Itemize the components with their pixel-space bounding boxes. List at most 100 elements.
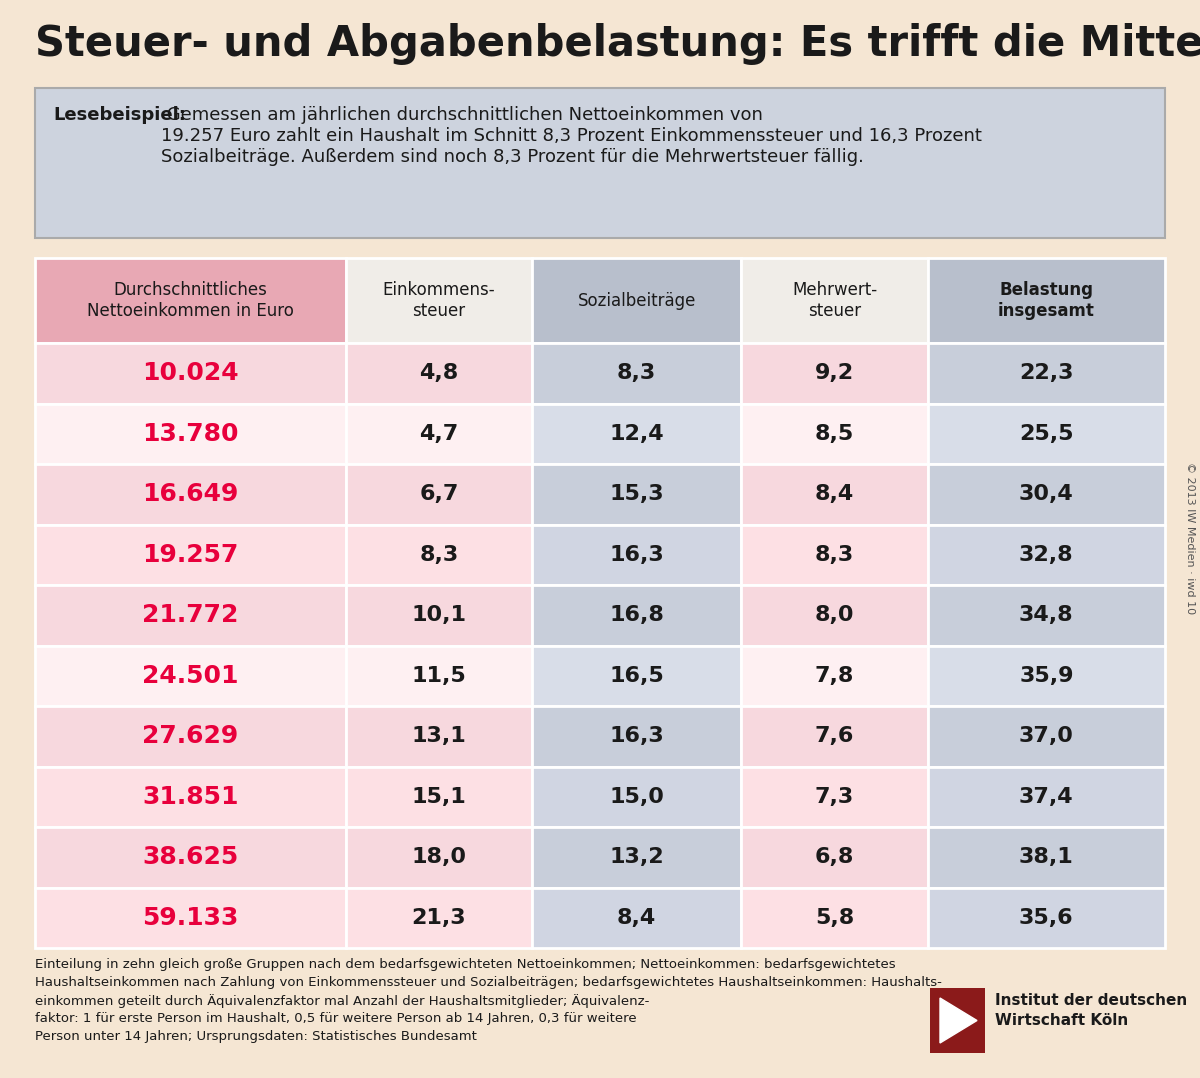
Text: Lesebeispiel:: Lesebeispiel: bbox=[53, 106, 186, 124]
Bar bbox=[742, 403, 928, 464]
Text: 59.133: 59.133 bbox=[142, 906, 239, 929]
Text: 25,5: 25,5 bbox=[1019, 424, 1074, 444]
Bar bbox=[35, 525, 346, 585]
Text: 8,0: 8,0 bbox=[815, 605, 854, 625]
Bar bbox=[346, 403, 533, 464]
Text: 5,8: 5,8 bbox=[815, 908, 854, 928]
Text: 24.501: 24.501 bbox=[142, 664, 239, 688]
Bar bbox=[930, 989, 985, 1053]
Bar bbox=[346, 766, 533, 827]
Text: 21.772: 21.772 bbox=[142, 604, 239, 627]
Bar bbox=[928, 827, 1165, 887]
Text: 13,2: 13,2 bbox=[610, 847, 664, 867]
Text: 19.257: 19.257 bbox=[142, 542, 239, 567]
Bar bbox=[35, 766, 346, 827]
Text: © 2013 IW Medien · iwd 10: © 2013 IW Medien · iwd 10 bbox=[1186, 462, 1195, 614]
Text: 16,5: 16,5 bbox=[610, 666, 664, 686]
Text: 15,3: 15,3 bbox=[610, 484, 664, 505]
Bar bbox=[742, 464, 928, 525]
Bar bbox=[346, 464, 533, 525]
Bar bbox=[928, 706, 1165, 766]
Text: 27.629: 27.629 bbox=[143, 724, 239, 748]
Bar bbox=[346, 706, 533, 766]
Text: 15,1: 15,1 bbox=[412, 787, 467, 806]
Bar bbox=[928, 585, 1165, 646]
Bar bbox=[928, 766, 1165, 827]
Text: 16,3: 16,3 bbox=[610, 544, 664, 565]
Text: 21,3: 21,3 bbox=[412, 908, 467, 928]
Text: 22,3: 22,3 bbox=[1019, 363, 1074, 384]
Text: Gemessen am jährlichen durchschnittlichen Nettoeinkommen von
19.257 Euro zahlt e: Gemessen am jährlichen durchschnittliche… bbox=[161, 106, 982, 166]
Bar bbox=[533, 403, 742, 464]
Text: 10.024: 10.024 bbox=[142, 361, 239, 385]
Bar bbox=[533, 585, 742, 646]
Text: 37,0: 37,0 bbox=[1019, 727, 1074, 746]
Text: 30,4: 30,4 bbox=[1019, 484, 1074, 505]
Text: 35,9: 35,9 bbox=[1019, 666, 1074, 686]
Text: Steuer- und Abgabenbelastung: Es trifft die Mitte: Steuer- und Abgabenbelastung: Es trifft … bbox=[35, 23, 1200, 65]
Text: 8,3: 8,3 bbox=[815, 544, 854, 565]
Text: 38,1: 38,1 bbox=[1019, 847, 1074, 867]
Text: Sozialbeiträge: Sozialbeiträge bbox=[577, 291, 696, 309]
Bar bbox=[928, 464, 1165, 525]
Text: 8,4: 8,4 bbox=[815, 484, 854, 505]
Bar bbox=[346, 343, 533, 403]
Text: 37,4: 37,4 bbox=[1019, 787, 1074, 806]
Text: Wirtschaft Köln: Wirtschaft Köln bbox=[995, 1013, 1128, 1028]
Bar bbox=[742, 766, 928, 827]
Polygon shape bbox=[940, 998, 977, 1044]
Bar bbox=[742, 585, 928, 646]
Bar bbox=[35, 343, 346, 403]
Text: Mehrwert-
steuer: Mehrwert- steuer bbox=[792, 281, 877, 320]
Bar bbox=[35, 706, 346, 766]
Text: 13.780: 13.780 bbox=[142, 421, 239, 445]
Text: 16.649: 16.649 bbox=[142, 482, 239, 507]
Text: einkommen geteilt durch Äquivalenzfaktor mal Anzahl der Haushaltsmitglieder; Äqu: einkommen geteilt durch Äquivalenzfaktor… bbox=[35, 994, 649, 1008]
Bar bbox=[928, 887, 1165, 948]
Text: 7,6: 7,6 bbox=[815, 727, 854, 746]
Bar bbox=[742, 646, 928, 706]
Bar bbox=[928, 343, 1165, 403]
Text: 31.851: 31.851 bbox=[142, 785, 239, 808]
Text: 38.625: 38.625 bbox=[143, 845, 239, 869]
Text: 4,7: 4,7 bbox=[419, 424, 458, 444]
Bar bbox=[742, 343, 928, 403]
Text: 4,8: 4,8 bbox=[419, 363, 458, 384]
Bar bbox=[533, 258, 742, 343]
Bar bbox=[533, 887, 742, 948]
Text: faktor: 1 für erste Person im Haushalt, 0,5 für weitere Person ab 14 Jahren, 0,3: faktor: 1 für erste Person im Haushalt, … bbox=[35, 1012, 637, 1025]
Bar bbox=[533, 827, 742, 887]
Text: 11,5: 11,5 bbox=[412, 666, 467, 686]
Bar bbox=[35, 403, 346, 464]
Bar bbox=[35, 887, 346, 948]
Bar bbox=[346, 258, 533, 343]
Bar bbox=[346, 887, 533, 948]
Bar bbox=[742, 887, 928, 948]
Bar bbox=[742, 827, 928, 887]
Bar bbox=[346, 646, 533, 706]
Text: 34,8: 34,8 bbox=[1019, 605, 1074, 625]
Bar bbox=[742, 706, 928, 766]
Text: 12,4: 12,4 bbox=[610, 424, 664, 444]
Text: 10,1: 10,1 bbox=[412, 605, 467, 625]
Text: 8,5: 8,5 bbox=[815, 424, 854, 444]
Text: 16,8: 16,8 bbox=[610, 605, 664, 625]
Bar bbox=[928, 646, 1165, 706]
Text: 35,6: 35,6 bbox=[1019, 908, 1074, 928]
Bar bbox=[35, 827, 346, 887]
Bar bbox=[928, 403, 1165, 464]
Bar bbox=[35, 258, 346, 343]
Text: 7,8: 7,8 bbox=[815, 666, 854, 686]
Bar bbox=[35, 464, 346, 525]
Bar bbox=[346, 827, 533, 887]
Text: Belastung
insgesamt: Belastung insgesamt bbox=[998, 281, 1094, 320]
Text: 8,3: 8,3 bbox=[419, 544, 458, 565]
Bar bbox=[533, 646, 742, 706]
Bar bbox=[533, 706, 742, 766]
Text: Institut der deutschen: Institut der deutschen bbox=[995, 993, 1187, 1008]
Bar bbox=[533, 343, 742, 403]
Text: 16,3: 16,3 bbox=[610, 727, 664, 746]
Text: 6,8: 6,8 bbox=[815, 847, 854, 867]
Bar bbox=[35, 585, 346, 646]
Text: 13,1: 13,1 bbox=[412, 727, 467, 746]
